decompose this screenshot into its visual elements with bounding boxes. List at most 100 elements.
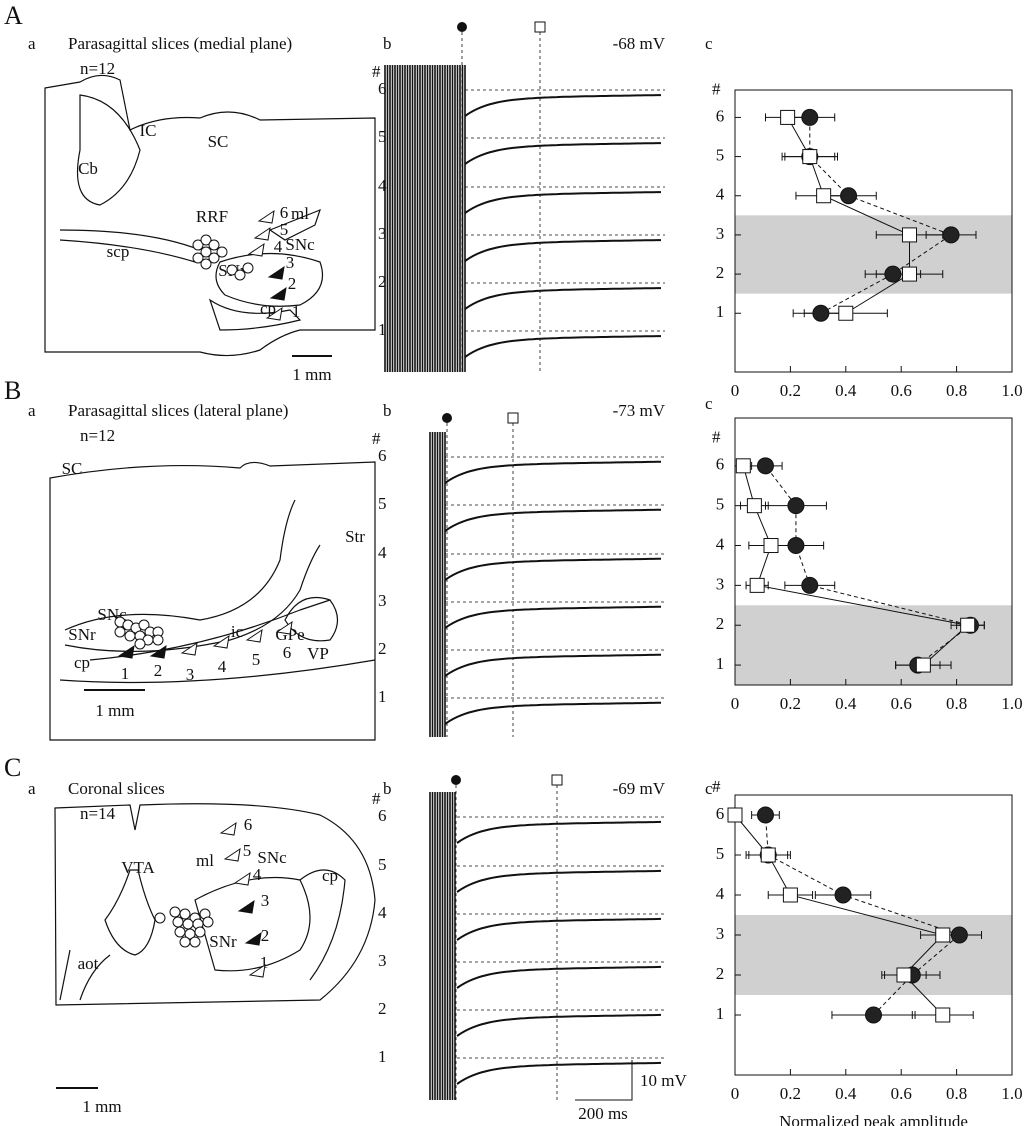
cell-circle [216, 246, 228, 258]
open-triangle [275, 620, 293, 635]
panel-letter: B [4, 376, 21, 405]
cell-circle [194, 926, 206, 938]
y-tick-label: 4 [716, 884, 725, 903]
open-triangle [219, 821, 237, 836]
trace [464, 335, 661, 358]
region-label: 4 [274, 237, 283, 256]
region-label: SC [208, 132, 229, 151]
y-tick-label: 2 [716, 614, 725, 633]
x-tick-label: 0.8 [946, 381, 967, 400]
y-tick-label: 5 [716, 145, 725, 164]
band [735, 215, 1012, 294]
cell-circle [134, 638, 146, 650]
trace [464, 191, 661, 214]
trace [444, 460, 661, 484]
circle-point [787, 497, 805, 515]
square-point [902, 227, 918, 243]
y-tick-label: 6 [716, 804, 725, 823]
series-line [765, 465, 972, 666]
filled-triangle [117, 644, 135, 659]
x-tick-label: 0.4 [835, 1084, 857, 1103]
square-point [960, 617, 976, 633]
sub-label: b [383, 34, 392, 53]
row-header: # [372, 429, 381, 448]
row-header: # [372, 62, 381, 81]
open-triangle [265, 306, 283, 321]
cell-circle [200, 246, 212, 258]
cell-circle [200, 258, 212, 270]
row-label: 2 [378, 999, 387, 1018]
region-label: 2 [261, 926, 270, 945]
region-label: ic [231, 622, 244, 641]
sub-label: a [28, 34, 36, 53]
open-triangle [247, 242, 265, 257]
y-axis-label: # [712, 428, 721, 447]
region-label: IC [140, 121, 157, 140]
measure-marker [534, 21, 546, 33]
region-label: 4 [218, 657, 227, 676]
stim-marker [442, 413, 452, 423]
x-tick-label: 0.4 [835, 381, 857, 400]
region-label: Str [345, 527, 365, 546]
x-axis-label: Normalized peak amplitude [779, 1112, 968, 1126]
outline-b [49, 461, 376, 741]
cell-circle [202, 916, 214, 928]
cell-circle [172, 916, 184, 928]
trace-scale [575, 1060, 633, 1101]
region-label: 5 [243, 841, 252, 860]
x-tick-label: 0.6 [891, 1084, 912, 1103]
region-label: 3 [261, 891, 270, 910]
slice-title: Coronal slices [68, 779, 165, 798]
y-tick-label: 3 [716, 224, 725, 243]
y-tick-label: 2 [716, 964, 725, 983]
row-label: 1 [378, 1047, 387, 1066]
region-label: 2 [288, 274, 297, 293]
sub-label: a [28, 779, 36, 798]
filled-triangle [267, 265, 285, 280]
circle-point [942, 226, 960, 244]
region-label: 5 [252, 650, 261, 669]
region-label: ml [196, 851, 214, 870]
circle-point [950, 926, 968, 944]
scale-label: 1 mm [292, 365, 331, 384]
region-label: 6 [244, 815, 253, 834]
trace [456, 820, 662, 844]
panel-letter: A [4, 1, 23, 30]
cell-circle [179, 908, 191, 920]
row-label: 1 [378, 320, 387, 339]
open-triangle [212, 634, 230, 649]
potential: -73 mV [613, 401, 666, 420]
circle-point [756, 457, 774, 475]
open-triangle [253, 226, 271, 241]
row-label: 1 [378, 687, 387, 706]
region-label: ml [291, 204, 309, 223]
square-point [746, 498, 762, 514]
trace [444, 605, 661, 629]
region-label: SNc [257, 848, 287, 867]
row-label: 2 [378, 639, 387, 658]
row-label: 4 [378, 903, 387, 922]
x-tick-label: 0 [731, 381, 740, 400]
region-label: 3 [186, 665, 195, 684]
outline-c [54, 803, 376, 1006]
y-tick-label: 2 [716, 263, 725, 282]
region-label: 2 [154, 661, 163, 680]
region-label: 1 [292, 302, 301, 321]
x-tick-label: 0.2 [780, 694, 801, 713]
square-point [763, 538, 779, 554]
square-point [935, 1007, 951, 1023]
scale-time: 200 ms [578, 1104, 628, 1123]
trace [464, 142, 661, 165]
square-point [896, 967, 912, 983]
trace [456, 1061, 662, 1085]
cell-circle [182, 918, 194, 930]
potential: -68 mV [613, 34, 666, 53]
region-label: scp [107, 242, 130, 261]
scale-label: 1 mm [95, 701, 134, 720]
region-label: cp [322, 866, 338, 885]
row-label: 6 [378, 446, 387, 465]
region-label: 1 [260, 953, 269, 972]
row-label: 4 [378, 543, 387, 562]
scale-voltage: 10 mV [640, 1071, 687, 1090]
square-point [915, 657, 931, 673]
